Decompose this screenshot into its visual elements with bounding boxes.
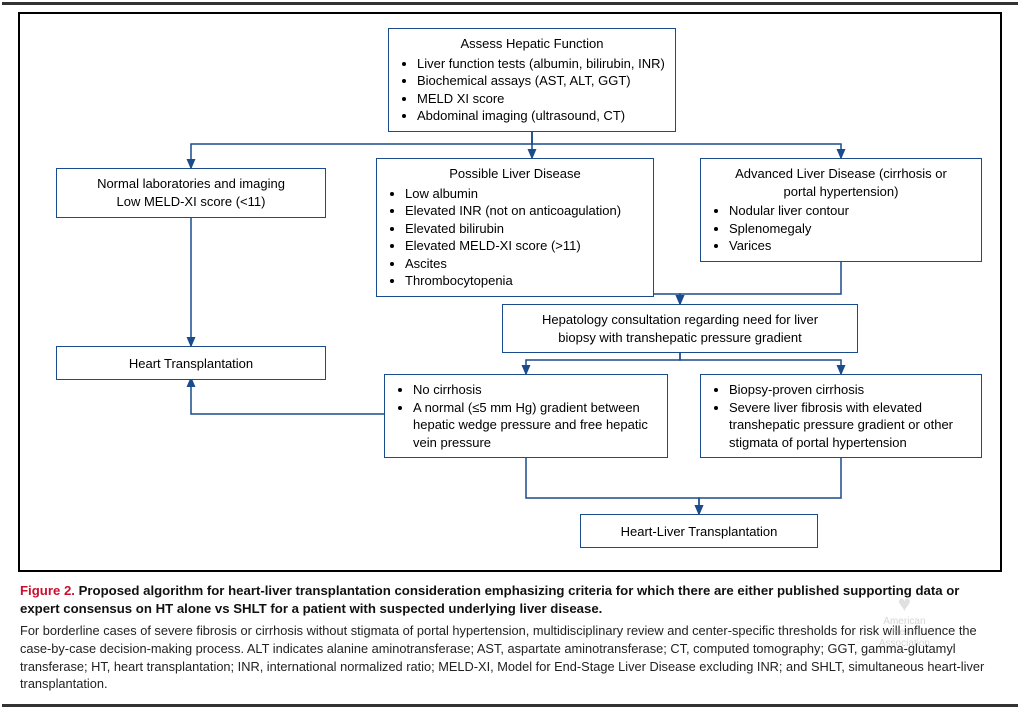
- list-item: No cirrhosis: [413, 381, 657, 399]
- node-items: Nodular liver contourSplenomegalyVarices: [711, 202, 971, 255]
- list-item: Splenomegaly: [729, 220, 971, 238]
- node-items: Low albuminElevated INR (not on anticoag…: [387, 185, 643, 290]
- list-item: Varices: [729, 237, 971, 255]
- list-item: Biochemical assays (AST, ALT, GGT): [417, 72, 665, 90]
- list-item: MELD XI score: [417, 90, 665, 108]
- node-items: No cirrhosisA normal (≤5 mm Hg) gradient…: [395, 381, 657, 451]
- node-heart-transplantation: Heart Transplantation: [56, 346, 326, 380]
- node-title: Assess Hepatic Function: [399, 35, 665, 53]
- node-line: portal hypertension): [711, 183, 971, 201]
- node-hepatology-consultation: Hepatology consultation regarding need f…: [502, 304, 858, 353]
- list-item: Biopsy-proven cirrhosis: [729, 381, 971, 399]
- node-label: Heart Transplantation: [67, 353, 315, 373]
- list-item: Elevated bilirubin: [405, 220, 643, 238]
- node-line: Advanced Liver Disease (cirrhosis or: [711, 165, 971, 183]
- list-item: Liver function tests (albumin, bilirubin…: [417, 55, 665, 73]
- list-item: Thrombocytopenia: [405, 272, 643, 290]
- node-advanced-liver-disease: Advanced Liver Disease (cirrhosis or por…: [700, 158, 982, 262]
- node-title: Possible Liver Disease: [387, 165, 643, 183]
- list-item: Elevated MELD-XI score (>11): [405, 237, 643, 255]
- figure-title: Proposed algorithm for heart-liver trans…: [20, 583, 959, 616]
- node-heart-liver-transplantation: Heart-Liver Transplantation: [580, 514, 818, 548]
- watermark-line: Association: [879, 638, 930, 649]
- node-label: Heart-Liver Transplantation: [591, 521, 807, 541]
- flowchart-frame: Assess Hepatic Function Liver function t…: [18, 12, 1002, 572]
- list-item: Elevated INR (not on anticoagulation): [405, 202, 643, 220]
- node-items: Biopsy-proven cirrhosisSevere liver fibr…: [711, 381, 971, 451]
- list-item: Ascites: [405, 255, 643, 273]
- list-item: Nodular liver contour: [729, 202, 971, 220]
- figure-body: For borderline cases of severe fibrosis …: [20, 622, 1000, 693]
- node-line: Hepatology consultation regarding need f…: [513, 311, 847, 329]
- heart-icon: ♥: [879, 592, 930, 616]
- node-no-cirrhosis: No cirrhosisA normal (≤5 mm Hg) gradient…: [384, 374, 668, 458]
- node-biopsy-proven-cirrhosis: Biopsy-proven cirrhosisSevere liver fibr…: [700, 374, 982, 458]
- node-normal-labs: Normal laboratories and imaging Low MELD…: [56, 168, 326, 218]
- figure-label: Figure 2.: [20, 583, 75, 598]
- list-item: Abdominal imaging (ultrasound, CT): [417, 107, 665, 125]
- watermark-line: Heart: [879, 627, 930, 638]
- node-possible-liver-disease: Possible Liver Disease Low albuminElevat…: [376, 158, 654, 297]
- node-assess-hepatic-function: Assess Hepatic Function Liver function t…: [388, 28, 676, 132]
- watermark-line: American: [879, 616, 930, 627]
- node-line: Normal laboratories and imaging: [67, 175, 315, 193]
- node-items: Liver function tests (albumin, bilirubin…: [399, 55, 665, 125]
- node-line: biopsy with transhepatic pressure gradie…: [513, 329, 847, 347]
- watermark: ♥ American Heart Association: [879, 592, 930, 649]
- list-item: Low albumin: [405, 185, 643, 203]
- list-item: A normal (≤5 mm Hg) gradient between hep…: [413, 399, 657, 452]
- node-line: Low MELD-XI score (<11): [67, 193, 315, 211]
- figure-caption: Figure 2. Proposed algorithm for heart-l…: [20, 582, 1000, 693]
- list-item: Severe liver fibrosis with elevated tran…: [729, 399, 971, 452]
